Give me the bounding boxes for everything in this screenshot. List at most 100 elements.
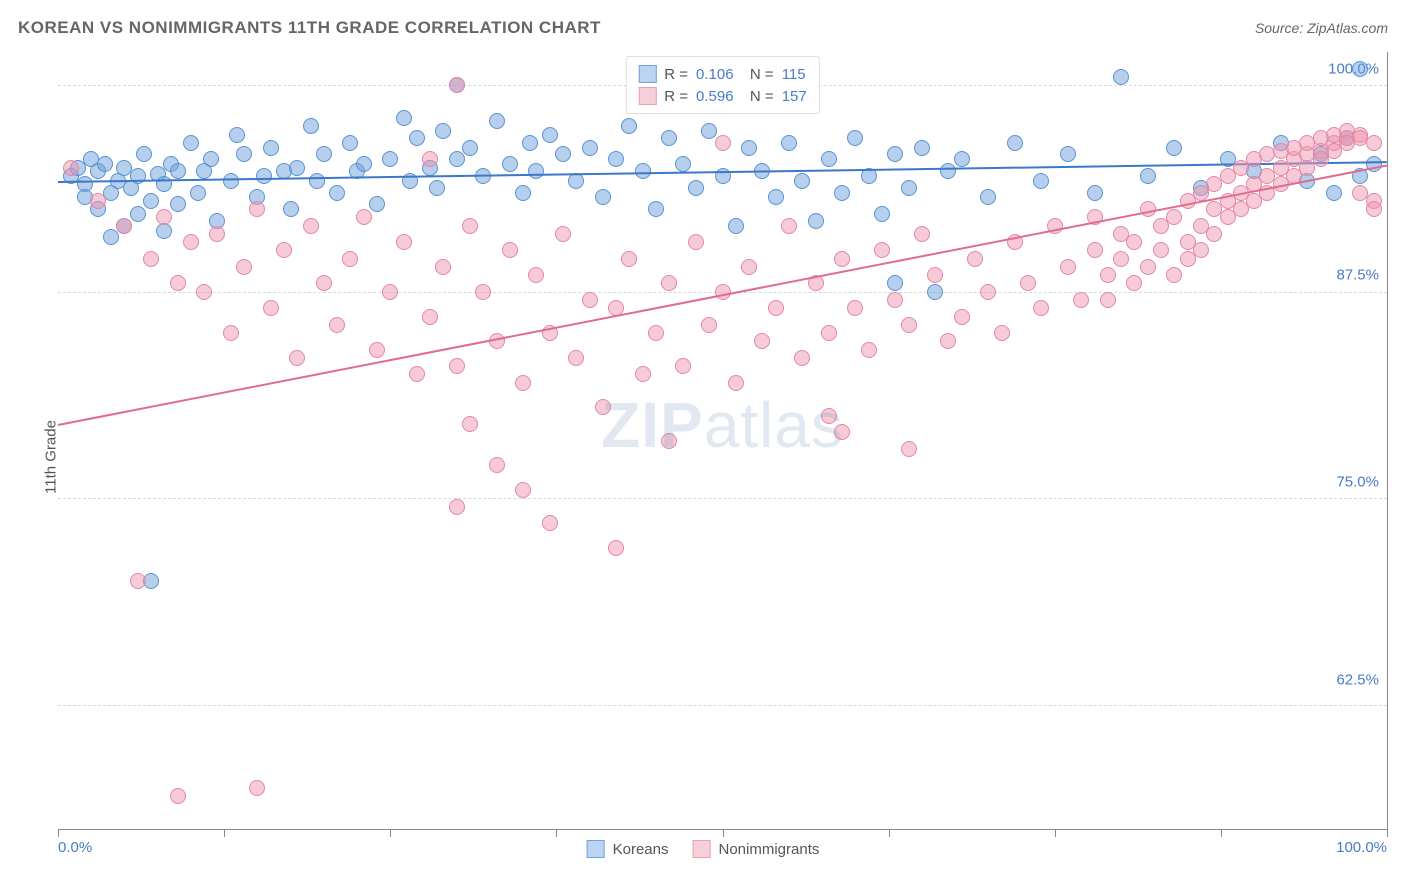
scatter-point [422,151,438,167]
scatter-point [316,275,332,291]
scatter-point [661,433,677,449]
x-tick [556,829,557,837]
scatter-point [276,242,292,258]
scatter-point [369,342,385,358]
swatch-nonimmigrants [638,87,656,105]
scatter-point [143,251,159,267]
scatter-point [1166,140,1182,156]
scatter-point [170,275,186,291]
scatter-point [781,135,797,151]
scatter-point [954,309,970,325]
y-axis-label: 11th Grade [42,420,59,494]
x-tick [224,829,225,837]
scatter-point [263,300,279,316]
scatter-point [116,218,132,234]
scatter-point [409,130,425,146]
scatter-point [901,317,917,333]
scatter-point [582,140,598,156]
scatter-point [303,218,319,234]
scatter-point [449,499,465,515]
scatter-point [236,146,252,162]
plot-region: ZIPatlas R = 0.106 N = 115 R = 0.596 N =… [58,52,1388,830]
scatter-point [940,333,956,349]
scatter-point [90,193,106,209]
scatter-point [502,156,518,172]
scatter-point [887,275,903,291]
scatter-point [874,206,890,222]
scatter-point [608,540,624,556]
scatter-point [143,193,159,209]
scatter-point [834,185,850,201]
scatter-point [1033,300,1049,316]
scatter-point [63,160,79,176]
scatter-point [927,284,943,300]
scatter-point [1100,292,1116,308]
grid-line [58,498,1387,499]
x-tick-label-right: 100.0% [1336,839,1387,856]
scatter-point [661,130,677,146]
x-tick [1055,829,1056,837]
watermark: ZIPatlas [601,388,844,462]
scatter-point [396,234,412,250]
legend-item-nonimmigrants: Nonimmigrants [693,840,820,858]
swatch-koreans [638,65,656,83]
scatter-point [1113,69,1129,85]
scatter-point [728,375,744,391]
scatter-point [309,173,325,189]
n-value-nonimmigrants: 157 [782,88,807,105]
scatter-point [316,146,332,162]
scatter-point [409,366,425,382]
scatter-point [236,259,252,275]
scatter-point [382,284,398,300]
scatter-point [568,350,584,366]
r-value-nonimmigrants: 0.596 [696,88,734,105]
scatter-point [1166,267,1182,283]
x-tick [1221,829,1222,837]
scatter-point [183,234,199,250]
x-tick [1387,829,1388,837]
scatter-point [980,284,996,300]
scatter-point [821,325,837,341]
scatter-point [449,151,465,167]
scatter-point [502,242,518,258]
scatter-point [515,375,531,391]
stats-legend: R = 0.106 N = 115 R = 0.596 N = 157 [625,56,819,114]
scatter-point [1100,267,1116,283]
scatter-point [901,180,917,196]
scatter-point [489,457,505,473]
scatter-point [356,209,372,225]
scatter-point [914,226,930,242]
legend-label-koreans: Koreans [613,841,669,858]
scatter-point [675,358,691,374]
scatter-point [648,325,664,341]
scatter-point [1113,251,1129,267]
scatter-point [967,251,983,267]
stats-row-nonimmigrants: R = 0.596 N = 157 [638,85,806,107]
scatter-point [515,185,531,201]
scatter-point [927,267,943,283]
scatter-point [462,416,478,432]
scatter-point [130,573,146,589]
scatter-point [861,342,877,358]
scatter-point [223,325,239,341]
scatter-point [701,317,717,333]
scatter-point [887,292,903,308]
scatter-point [422,309,438,325]
scatter-point [156,209,172,225]
scatter-point [901,441,917,457]
scatter-point [1153,242,1169,258]
scatter-point [223,173,239,189]
scatter-point [808,213,824,229]
legend-swatch-nonimmigrants [693,840,711,858]
scatter-point [528,163,544,179]
x-tick [889,829,890,837]
scatter-point [103,229,119,245]
scatter-point [396,110,412,126]
scatter-point [263,140,279,156]
scatter-point [435,259,451,275]
scatter-point [1033,173,1049,189]
scatter-point [555,146,571,162]
scatter-point [136,146,152,162]
scatter-point [887,146,903,162]
scatter-point [462,218,478,234]
